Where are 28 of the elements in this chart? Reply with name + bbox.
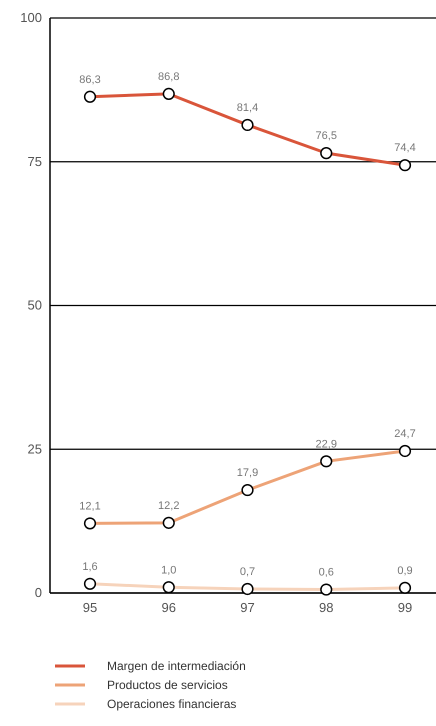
- legend-label: Productos de servicios: [107, 678, 228, 692]
- data-label: 81,4: [236, 102, 258, 114]
- y-tick-label: 25: [28, 441, 42, 456]
- legend-label: Operaciones financieras: [107, 697, 236, 711]
- data-label: 12,1: [79, 500, 101, 512]
- y-tick-label: 0: [34, 585, 42, 600]
- y-tick-label: 75: [28, 154, 42, 169]
- x-tick-label: 97: [240, 600, 255, 616]
- x-tick-label: 98: [319, 600, 334, 616]
- data-label: 0,6: [318, 566, 334, 579]
- data-label: 0,7: [240, 566, 256, 578]
- data-label: 0,9: [397, 564, 413, 577]
- data-label: 86,8: [158, 70, 180, 83]
- data-label: 22,9: [316, 438, 337, 450]
- data-label: 1,6: [82, 560, 98, 573]
- data-label: 1,0: [161, 564, 176, 576]
- data-label: 76,5: [316, 130, 337, 142]
- data-label: 24,7: [394, 428, 416, 440]
- y-tick-label: 100: [20, 10, 42, 26]
- y-tick-label: 50: [28, 298, 42, 313]
- x-tick-label: 95: [82, 600, 98, 616]
- data-label: 17,9: [236, 467, 258, 480]
- data-label: 12,2: [158, 500, 180, 512]
- data-label: 74,4: [394, 142, 416, 154]
- x-tick-label: 96: [162, 600, 176, 616]
- legend-label: Margen de intermediación: [107, 659, 246, 673]
- data-label: 86,3: [79, 74, 101, 86]
- x-tick-label: 99: [398, 600, 412, 616]
